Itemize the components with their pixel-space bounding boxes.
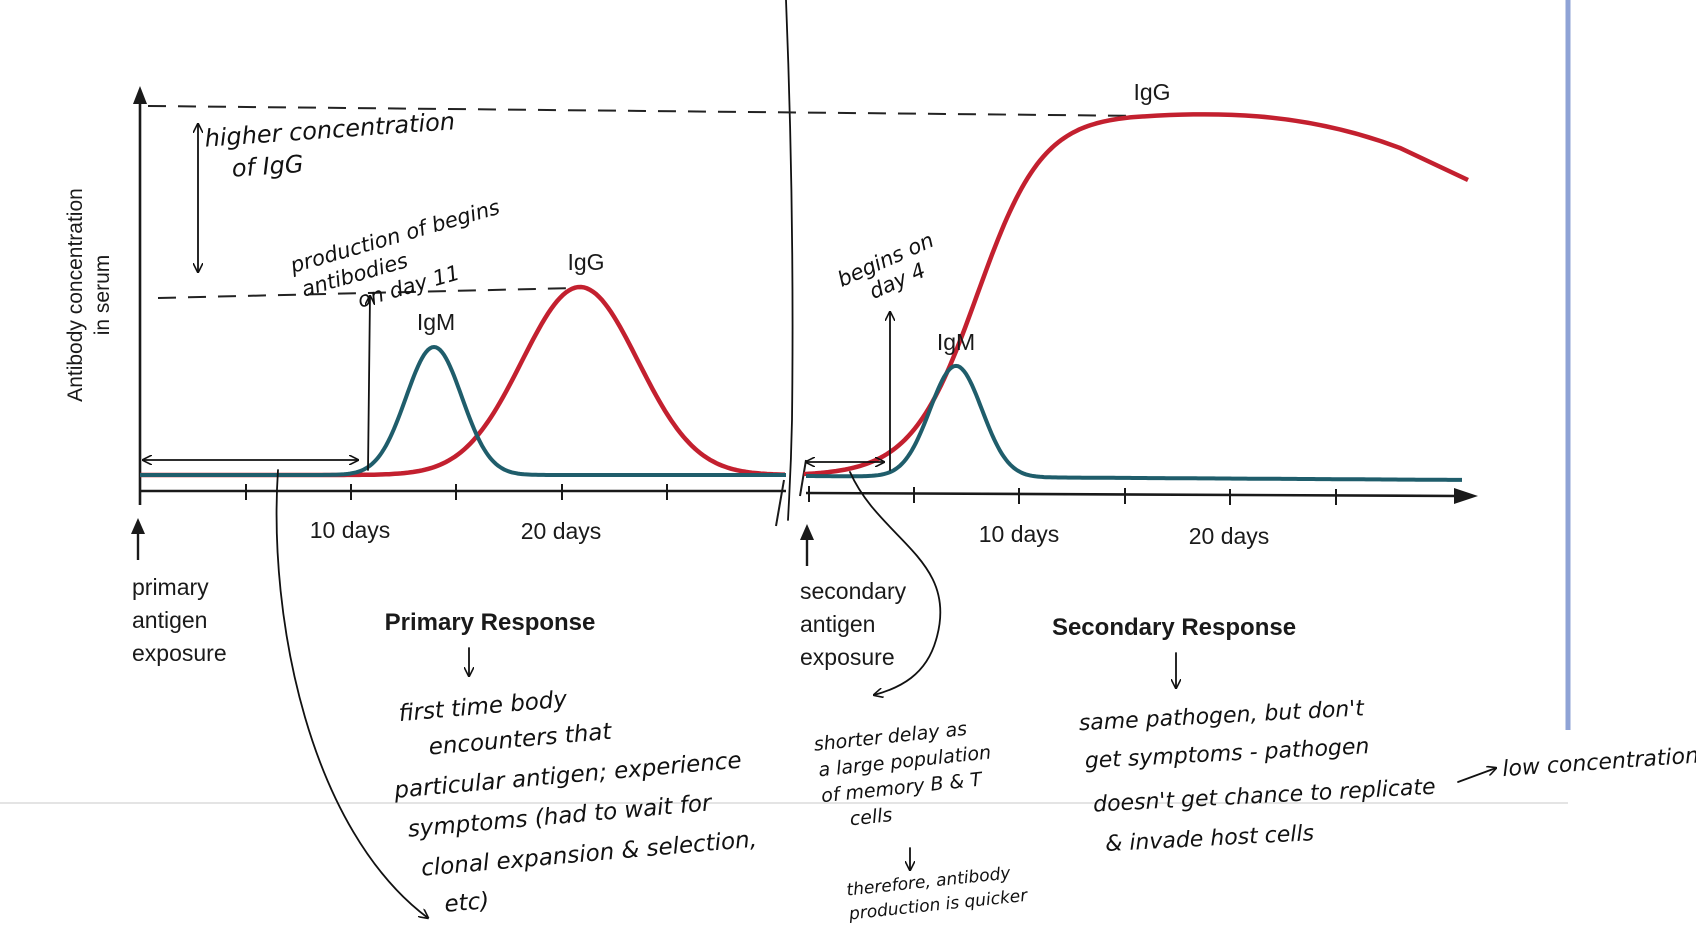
primary-exposure-arrowhead: [131, 518, 145, 534]
note-primary-line1: first time body: [398, 686, 569, 727]
secondary-tick-label-20: 20 days: [1189, 523, 1270, 549]
primary-tick-label-20: 20 days: [521, 518, 602, 544]
igg-primary-curve: [140, 284, 785, 478]
primary-onset-arrow: [368, 296, 370, 471]
primary-tick-label-10: 10 days: [310, 517, 391, 543]
igm-secondary-curve: [806, 363, 1462, 482]
igm-primary-curve: [140, 344, 786, 477]
x-axis-arrowhead: [1454, 488, 1478, 504]
primary-exposure-line2: antigen: [132, 607, 207, 633]
igg-secondary-peak-guide: [147, 105, 1151, 117]
igg-secondary-curve: [803, 112, 1469, 477]
note-primary-line2: encounters that: [428, 719, 614, 761]
note-shorter-line4: cells: [849, 804, 894, 830]
primary-igg-label: IgG: [567, 249, 604, 275]
secondary-tick-label-10: 10 days: [979, 521, 1060, 547]
secondary-igg-label: IgG: [1133, 79, 1170, 105]
igg-primary-peak-guide: [157, 287, 576, 299]
note-higher-concentration: higher concentration of IgG: [204, 107, 456, 183]
note-secondary-line3: doesn't get chance to replicate: [1093, 775, 1437, 818]
secondary-exposure-line1: secondary: [800, 578, 907, 604]
secondary-response-title: Secondary Response: [1052, 614, 1296, 641]
note-begins-day4: begins on day 4: [834, 228, 937, 304]
primary-lag-note-arrow: [275, 469, 428, 918]
low-concentration-arrow: [1457, 768, 1496, 783]
note-primary-line6: etc): [443, 888, 490, 918]
y-axis-label-line1: Antibody concentration: [64, 188, 87, 402]
note-low-text: low concentration: [1502, 743, 1696, 782]
note-higher-line1: higher concentration: [204, 107, 456, 152]
note-higher-line2: of IgG: [231, 150, 304, 183]
primary-exposure-line3: exposure: [132, 640, 227, 666]
x-axis-ticks: [139, 484, 1337, 505]
note-secondary-line4: & invade host cells: [1105, 821, 1315, 857]
note-secondary-explanation: same pathogen, but don't get symptoms - …: [1078, 696, 1437, 857]
primary-igm-label: IgM: [417, 309, 455, 335]
section-divider-line: [785, 0, 794, 521]
note-therefore: therefore, antibody production is quicke…: [846, 863, 1030, 924]
secondary-exposure-line2: antigen: [800, 611, 875, 637]
secondary-exposure-arrowhead: [800, 524, 814, 540]
note-secondary-line1: same pathogen, but don't: [1078, 696, 1366, 736]
secondary-exposure-line3: exposure: [800, 644, 895, 670]
axis-break-mark-1: [775, 479, 785, 527]
note-low-concentration: low concentration: [1502, 743, 1696, 782]
axis-break-mark-2: [799, 459, 807, 497]
y-axis-label-line2: in serum: [91, 255, 114, 336]
secondary-lag-note-arrow: [849, 471, 942, 695]
note-primary-explanation: first time body encounters that particul…: [392, 686, 758, 918]
note-production-begins: production of begins antibodies on day 1…: [287, 195, 503, 313]
x-axis-secondary: [805, 491, 1461, 498]
secondary-igm-label: IgM: [937, 329, 975, 355]
y-axis-arrowhead: [133, 86, 147, 104]
primary-response-title: Primary Response: [385, 609, 596, 636]
note-shorter-delay: shorter delay as a large population of m…: [813, 718, 992, 831]
primary-exposure-line1: primary: [132, 574, 209, 600]
note-secondary-line2: get symptoms - pathogen: [1084, 734, 1370, 774]
